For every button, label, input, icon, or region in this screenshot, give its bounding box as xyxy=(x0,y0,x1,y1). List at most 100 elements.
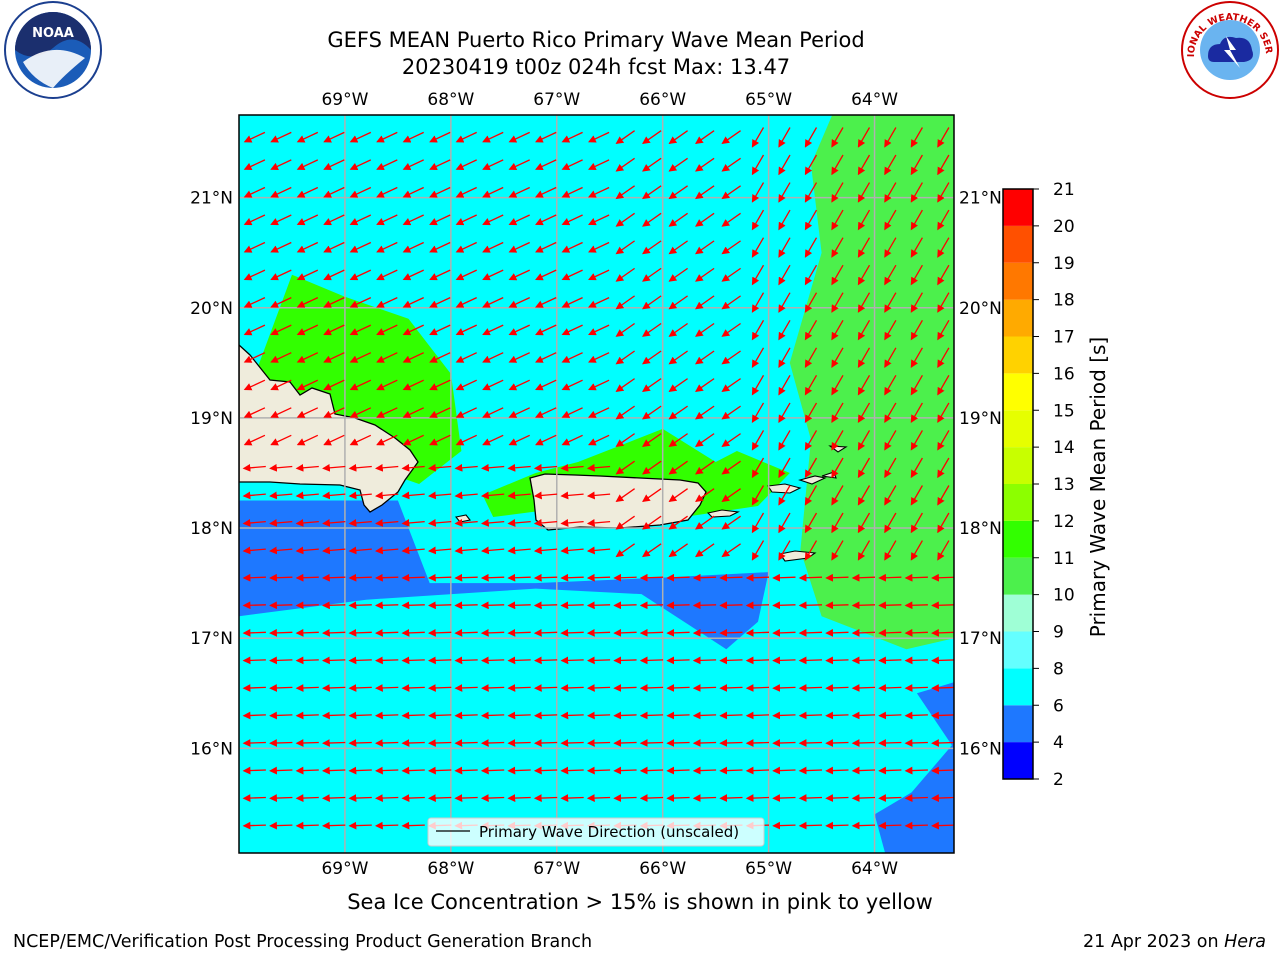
wave-direction-arrow xyxy=(692,794,717,802)
wave-direction-arrow xyxy=(804,402,818,424)
wave-direction-arrow xyxy=(937,154,950,176)
wave-direction-arrow xyxy=(535,352,557,363)
wave-direction-arrow xyxy=(639,739,664,747)
wave-direction-arrow xyxy=(482,324,504,336)
wave-direction-arrow xyxy=(666,739,690,747)
wave-direction-arrow xyxy=(482,241,504,253)
wave-direction-arrow xyxy=(666,794,690,802)
wave-direction-arrow xyxy=(937,374,950,396)
wave-direction-arrow xyxy=(857,292,871,313)
wave-direction-arrow xyxy=(751,512,765,534)
short-period-band-south-coast xyxy=(239,500,769,650)
wave-direction-arrow xyxy=(692,573,717,582)
chart-title: GEFS MEAN Puerto Rico Primary Wave Mean … xyxy=(327,28,865,52)
wave-direction-arrow xyxy=(322,821,346,830)
wave-direction-arrow xyxy=(242,739,266,747)
nws-logo-icon: NATIONAL WEATHER SERVICE xyxy=(1180,0,1279,99)
wave-direction-arrow xyxy=(533,628,558,637)
wave-direction-arrow xyxy=(428,573,452,582)
wave-direction-arrow xyxy=(751,292,765,313)
colorbar-tick-label: 17 xyxy=(1053,328,1075,348)
wave-direction-arrow xyxy=(878,794,902,802)
wave-direction-arrow xyxy=(242,491,266,500)
wave-direction-arrow xyxy=(428,656,452,665)
wave-direction-arrow xyxy=(668,185,688,200)
wave-direction-arrow xyxy=(745,766,770,775)
wave-direction-arrow xyxy=(269,739,293,747)
wave-direction-arrow xyxy=(778,512,791,534)
wave-direction-arrow xyxy=(719,684,743,692)
wave-direction-arrow xyxy=(349,407,372,418)
wave-direction-arrow xyxy=(884,512,897,534)
wave-direction-arrow xyxy=(323,324,345,336)
wave-direction-arrow xyxy=(615,267,635,282)
wave-direction-arrow xyxy=(692,684,717,692)
wave-direction-arrow xyxy=(376,241,398,253)
wave-direction-arrow xyxy=(401,821,425,830)
wave-direction-arrow xyxy=(719,656,743,665)
wave-direction-arrow xyxy=(454,519,478,527)
wave-direction-arrow xyxy=(402,297,424,308)
wave-direction-arrow xyxy=(401,766,425,775)
wave-direction-arrow xyxy=(751,127,765,148)
wave-direction-arrow xyxy=(561,241,583,253)
wave-direction-arrow xyxy=(376,297,398,308)
date-footer: 21 Apr 2023 on Hera xyxy=(1083,932,1266,952)
wave-direction-arrow xyxy=(798,601,823,610)
wave-direction-arrow xyxy=(429,241,451,253)
wave-direction-arrow xyxy=(798,656,823,665)
wave-direction-arrow xyxy=(831,237,844,258)
wave-direction-arrow xyxy=(482,269,504,281)
wave-direction-arrow xyxy=(639,711,664,720)
wave-direction-arrow xyxy=(481,463,505,472)
wave-direction-arrow xyxy=(242,519,266,527)
wave-direction-arrow xyxy=(402,159,424,170)
wave-direction-arrow xyxy=(831,512,844,534)
wave-direction-arrow xyxy=(295,601,319,610)
wave-direction-arrow xyxy=(480,573,505,582)
wave-direction-arrow xyxy=(242,601,266,610)
wave-direction-arrow xyxy=(931,628,954,637)
wave-direction-arrow xyxy=(751,209,765,231)
wave-direction-arrow xyxy=(296,131,319,143)
wave-direction-arrow xyxy=(455,297,477,308)
wave-direction-arrow xyxy=(586,573,611,582)
wave-direction-arrow xyxy=(668,267,688,282)
wave-direction-arrow xyxy=(375,628,399,637)
wave-direction-arrow xyxy=(884,182,897,203)
wave-direction-arrow xyxy=(482,379,504,391)
wave-direction-arrow xyxy=(695,488,715,503)
wave-direction-arrow xyxy=(668,488,688,503)
wave-direction-arrow xyxy=(857,457,871,479)
wave-direction-arrow xyxy=(270,352,292,363)
wave-direction-arrow xyxy=(772,821,796,830)
wave-direction-arrow xyxy=(242,628,266,637)
wave-direction-arrow xyxy=(376,269,398,281)
colorbar-label: Primary Wave Mean Period [s] xyxy=(1086,337,1110,638)
wave-direction-arrow xyxy=(692,711,717,720)
wave-direction-arrow xyxy=(296,297,319,308)
wave-direction-arrow xyxy=(508,324,530,336)
wave-direction-arrow xyxy=(535,241,557,253)
noaa-logo-icon: NOAA xyxy=(4,1,102,99)
wave-direction-arrow xyxy=(322,573,346,582)
wave-direction-arrow xyxy=(429,379,451,391)
wave-direction-arrow xyxy=(721,515,741,530)
wave-direction-arrow xyxy=(772,628,796,637)
wave-direction-arrow xyxy=(296,159,319,170)
wave-direction-arrow xyxy=(666,656,690,665)
wave-direction-arrow xyxy=(668,515,688,530)
wave-direction-arrow xyxy=(642,240,662,255)
wave-direction-arrow xyxy=(586,491,611,500)
wave-direction-arrow xyxy=(668,212,688,227)
wave-direction-arrow xyxy=(857,264,871,286)
wave-direction-arrow xyxy=(721,488,741,503)
wave-direction-arrow xyxy=(666,601,690,610)
wave-direction-arrow xyxy=(242,821,266,830)
wave-direction-arrow xyxy=(904,739,928,747)
wave-direction-arrow xyxy=(560,546,584,555)
wave-direction-arrow xyxy=(615,240,635,255)
wave-direction-arrow xyxy=(878,821,902,830)
colorbar-tick-label: 21 xyxy=(1053,180,1075,200)
wave-direction-arrow xyxy=(615,543,635,558)
